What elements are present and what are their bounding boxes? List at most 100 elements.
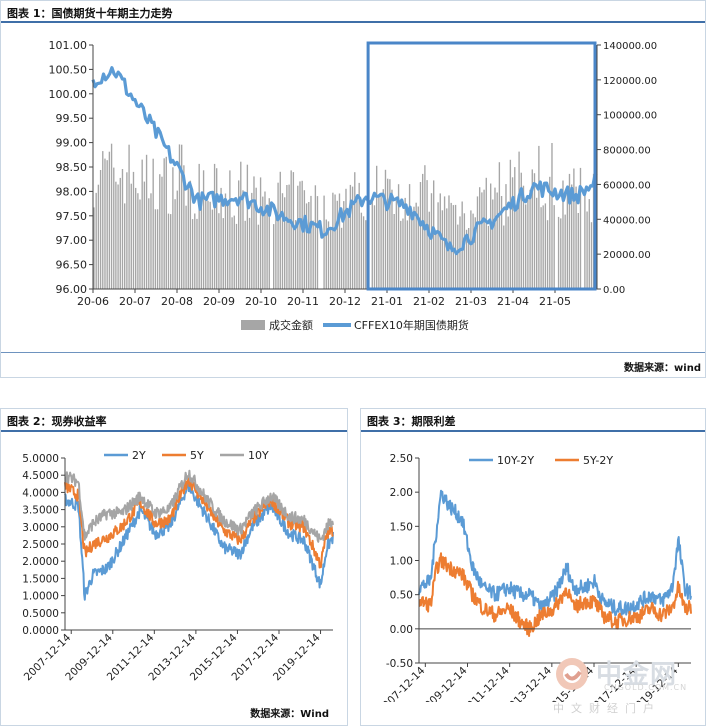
y-tick-label: -0.50	[386, 658, 413, 670]
volume-bar	[586, 211, 588, 289]
volume-bar	[187, 188, 189, 289]
volume-bar	[275, 211, 277, 289]
volume-bar	[376, 165, 378, 289]
watermark-logo-text: 中金网	[596, 660, 678, 690]
y-tick-label: 0.50	[390, 590, 413, 602]
volume-bar	[560, 218, 562, 289]
volume-bar	[566, 188, 569, 289]
volume-bar	[520, 172, 522, 289]
chart2-title: 图表 2：现券收益率	[7, 415, 107, 428]
volume-bar	[340, 227, 343, 289]
volume-bar	[141, 159, 143, 289]
chart1-source: 数据来源：wind	[624, 363, 701, 374]
series-line-10Y-2Y	[418, 489, 692, 617]
legend-volume-swatch	[241, 320, 265, 330]
volume-bar	[522, 185, 525, 289]
x-tick-label: 21-02	[413, 295, 445, 308]
volume-bar	[514, 167, 516, 289]
y-tick-label: 0.0000	[22, 625, 59, 637]
volume-bar	[417, 206, 419, 289]
volume-bar	[154, 209, 157, 289]
volume-bar	[334, 194, 336, 289]
volume-bar	[474, 217, 476, 289]
volume-bar	[191, 219, 194, 289]
volume-bar	[273, 224, 275, 289]
volume-bar	[531, 169, 533, 289]
legend-label-10Y: 10Y	[248, 449, 269, 462]
volume-bar	[338, 193, 341, 289]
volume-bar	[148, 198, 150, 289]
volume-bar	[159, 174, 161, 289]
volume-bar	[354, 172, 356, 289]
chart2-source: 数据来源：Wind	[250, 709, 329, 720]
x-tick-label: 20-11	[287, 295, 319, 308]
volume-bar	[389, 179, 391, 289]
volume-bar	[231, 217, 233, 289]
volume-bar	[128, 144, 130, 289]
x-tick-label: 20-12	[329, 295, 361, 308]
volume-bar	[222, 218, 224, 289]
volume-bar	[233, 215, 235, 289]
bond-futures-line	[91, 66, 598, 256]
volume-bar	[452, 205, 455, 289]
volume-bar	[498, 162, 501, 289]
volume-bar	[505, 184, 507, 289]
volume-bar	[174, 199, 176, 289]
volume-bar	[384, 169, 387, 289]
right-tick-label: 120000.00	[603, 76, 657, 87]
volume-bar	[437, 202, 439, 289]
volume-bar	[419, 182, 422, 289]
x-tick-label: 20-10	[245, 295, 277, 308]
volume-bar	[426, 180, 428, 289]
volume-bar	[281, 193, 284, 289]
volume-bar	[428, 211, 430, 289]
volume-bar	[305, 203, 308, 289]
x-tick-label: 2011-12-14	[460, 664, 512, 702]
volume-bar	[178, 144, 181, 289]
volume-bar	[312, 220, 314, 289]
volume-bar	[257, 224, 260, 289]
legend-label-5Y: 5Y	[190, 449, 204, 462]
volume-bar	[259, 177, 262, 289]
watermark-domain: CNGOLD.COM.CN	[604, 683, 688, 692]
highlight-box	[366, 41, 597, 291]
volume-bar	[540, 207, 542, 289]
volume-bar	[516, 209, 518, 289]
volume-bar	[351, 186, 354, 289]
volume-bar	[542, 205, 544, 289]
volume-bar	[485, 177, 487, 289]
volume-bar	[106, 160, 108, 289]
y-tick-label: 4.0000	[22, 487, 59, 499]
volume-bar	[181, 144, 183, 289]
volume-bar	[119, 177, 121, 289]
volume-bar	[200, 196, 203, 289]
volume-bar	[562, 180, 564, 289]
volume-bar	[218, 213, 220, 289]
volume-bar	[327, 221, 330, 289]
y-tick-label: 4.5000	[22, 470, 59, 482]
volume-bar	[209, 201, 211, 289]
volume-bar	[393, 214, 395, 289]
volume-bar	[170, 214, 172, 289]
volume-bar	[185, 205, 187, 289]
x-tick-label: 20-09	[203, 295, 235, 308]
volume-bar	[108, 151, 111, 289]
volume-bar	[336, 200, 338, 289]
volume-bar	[137, 193, 139, 289]
x-tick-label: 20-06	[77, 295, 109, 308]
volume-bar	[544, 203, 547, 289]
x-tick-label: 21-01	[371, 295, 403, 308]
volume-bar	[277, 182, 279, 289]
volume-bar	[551, 143, 553, 289]
volume-bar	[433, 180, 435, 289]
volume-bar	[577, 213, 579, 289]
volume-bar	[476, 196, 479, 289]
legend-label-10Y-2Y: 10Y-2Y	[497, 454, 534, 467]
x-tick-label: 21-05	[539, 295, 571, 308]
volume-bar	[441, 210, 444, 289]
volume-bar	[135, 187, 137, 289]
volume-bar	[588, 199, 590, 289]
volume-bar	[406, 220, 409, 289]
volume-bar	[152, 158, 154, 289]
chart1-panel: 图表 1：国债期货十年期主力走势 96.00 96.50 97.00 97.50 98.…	[0, 0, 706, 378]
